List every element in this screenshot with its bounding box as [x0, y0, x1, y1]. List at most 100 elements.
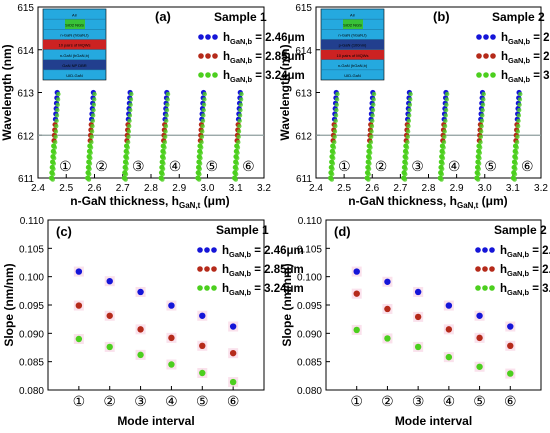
inset-layer-label: n-GaN (hGaN,b) — [338, 63, 368, 68]
legend-marker — [205, 72, 211, 78]
x-tick-label: ⑤ — [473, 393, 486, 409]
data-point — [480, 107, 485, 113]
data-point — [237, 123, 242, 129]
legend-marker — [490, 34, 496, 40]
y-tick-label: 0.110 — [20, 216, 45, 227]
data-point — [334, 102, 339, 107]
data-point — [476, 312, 483, 319]
mode-label: ② — [95, 158, 108, 174]
data-point — [512, 177, 517, 182]
data-point — [201, 107, 206, 113]
y-tick-label: 612 — [17, 131, 34, 142]
x-tick-label: ② — [381, 393, 394, 409]
legend-entry: hGaN,b = 2.46μm — [223, 32, 305, 46]
data-point — [91, 102, 97, 107]
data-point — [370, 118, 375, 124]
y-tick-label: 614 — [295, 46, 312, 57]
data-point — [237, 113, 243, 118]
y-tick-label: 0.110 — [298, 216, 323, 227]
x-tick-label: 3.2 — [257, 183, 271, 194]
inset-structure: Air SiO2 NGS n-GaN (hGaN,t) p-GaN (100nm) 10… — [320, 8, 385, 81]
x-tick-label: ⑥ — [227, 393, 240, 409]
x-tick-label: 3.2 — [534, 183, 548, 194]
data-point — [480, 102, 486, 107]
data-point — [443, 118, 448, 124]
legend-entry-value: = 2.46μm — [529, 245, 550, 257]
data-point — [128, 97, 134, 102]
legend-entry-value: = 2.85μm — [529, 264, 550, 276]
legend-entry-sub: GaN,b — [229, 250, 251, 259]
legend-entry-value: = 2.46μm — [530, 32, 550, 44]
data-point — [406, 123, 411, 129]
inset-layer-label: n-GaN (hGaN,b) — [60, 53, 90, 58]
data-point — [513, 166, 518, 172]
data-point — [445, 302, 453, 309]
data-point — [89, 129, 95, 134]
data-point — [168, 361, 175, 368]
data-point — [201, 113, 206, 118]
y-tick-label: 0.095 — [19, 301, 44, 312]
x-tick-label: 2.7 — [116, 183, 130, 194]
data-point — [444, 91, 450, 97]
mode-label: ④ — [169, 158, 182, 174]
x-tick-label: ③ — [412, 393, 425, 409]
y-tick-label: 0.100 — [19, 273, 44, 284]
y-tick-label: 0.090 — [297, 329, 322, 340]
data-point — [331, 145, 337, 150]
data-point — [404, 145, 410, 150]
panel-tag: (a) — [155, 9, 171, 24]
mode-label: ⑥ — [242, 158, 255, 174]
mode-label: ⑤ — [484, 158, 497, 174]
data-point — [440, 161, 445, 166]
y-tick-label: 0.105 — [297, 244, 322, 255]
data-point — [51, 166, 56, 172]
y-axis-label: Wavelength (nm) — [278, 44, 292, 140]
data-point — [367, 156, 372, 161]
data-point — [54, 118, 59, 124]
inset-layer — [65, 19, 85, 30]
legend-entry-h: h — [500, 283, 507, 295]
data-point — [478, 134, 484, 140]
legend-marker — [489, 247, 495, 253]
data-point — [371, 97, 376, 102]
legend-marker — [198, 34, 204, 40]
data-point — [163, 129, 168, 134]
data-point — [199, 145, 204, 150]
y-axis-label: Wavelength (nm) — [0, 44, 14, 140]
data-point — [126, 129, 132, 134]
data-point — [371, 91, 377, 97]
data-point — [200, 129, 205, 134]
data-point — [124, 156, 130, 161]
data-point — [513, 156, 519, 161]
data-point — [199, 369, 206, 377]
data-point — [334, 107, 339, 113]
data-point — [475, 177, 481, 182]
legend-marker — [475, 247, 481, 253]
legend-marker — [197, 266, 203, 272]
data-point — [476, 334, 483, 342]
legend-marker — [483, 72, 489, 78]
data-point — [198, 150, 204, 156]
data-point — [443, 113, 448, 118]
y-tick-label: 611 — [18, 174, 34, 185]
y-tick-label: 0.090 — [19, 329, 44, 340]
data-point — [50, 177, 55, 182]
legend-entry-value: = 2.46μm — [251, 245, 304, 257]
inset-layer-label: SiO2 NGS — [343, 22, 362, 27]
data-point — [479, 129, 484, 134]
legend-entry-h: h — [222, 245, 229, 257]
legend-entry-h: h — [223, 32, 230, 44]
data-point — [366, 177, 371, 182]
data-point — [125, 139, 131, 145]
data-point — [370, 107, 376, 113]
data-point — [236, 134, 241, 140]
data-point — [406, 113, 412, 118]
y-tick-label: 0.080 — [19, 386, 44, 397]
panel-title: Sample 2 — [492, 10, 545, 24]
data-point — [236, 129, 242, 134]
data-point — [371, 102, 376, 107]
data-point — [165, 102, 170, 107]
legend-entry-h: h — [501, 51, 508, 63]
x-tick-label: 3.1 — [229, 183, 243, 194]
data-point — [514, 139, 520, 145]
